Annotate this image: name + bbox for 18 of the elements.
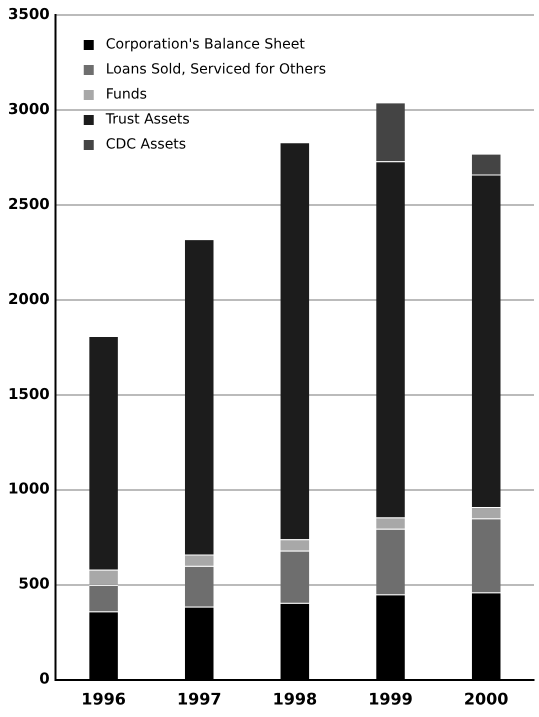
y-tick-label: 1000: [8, 480, 50, 498]
y-tick-label: 2500: [8, 194, 50, 213]
x-tick-label: 2000: [464, 690, 508, 709]
y-tick-label: 1500: [8, 384, 50, 403]
y-tick-label: 0: [39, 670, 50, 688]
legend-label: Funds: [106, 86, 147, 103]
legend-label: Loans Sold, Serviced for Others: [106, 62, 326, 78]
legend-label: CDC Assets: [106, 136, 186, 153]
x-tick-label: 1999: [368, 690, 413, 709]
y-tick-label: 2000: [8, 290, 50, 308]
y-tick-label: 3000: [8, 100, 50, 118]
y-tick-label: 500: [18, 574, 50, 593]
x-tick-label: 1998: [272, 690, 318, 709]
y-tick-label: 3500: [8, 4, 50, 23]
x-tick-label: 1997: [176, 690, 222, 709]
legend-label: Trust Assets: [104, 112, 190, 128]
legend-label: Corporation's Balance Sheet: [106, 36, 306, 53]
x-tick-label: 1996: [81, 690, 126, 709]
